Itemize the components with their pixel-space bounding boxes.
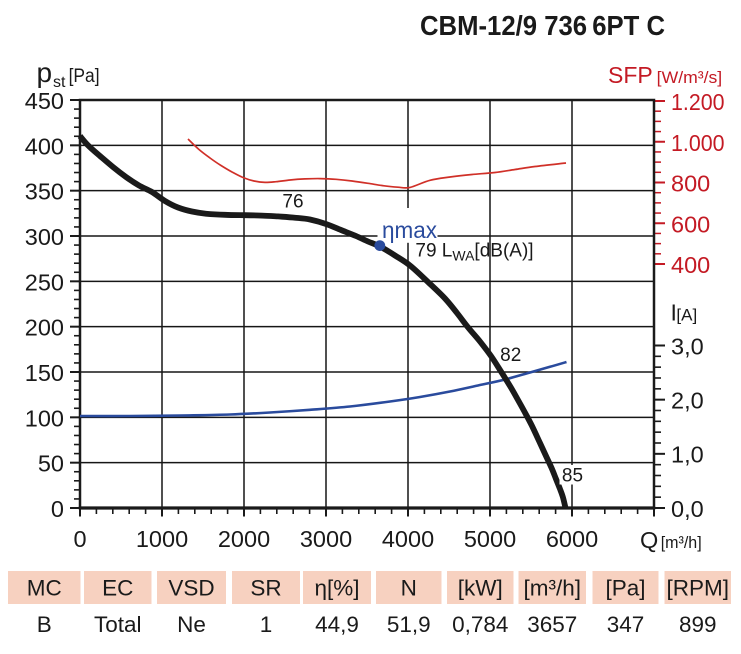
svg-text:I: I — [671, 300, 677, 326]
svg-text:0,0: 0,0 — [671, 496, 704, 522]
svg-text:51,9: 51,9 — [387, 612, 431, 637]
svg-text:0: 0 — [73, 526, 86, 552]
svg-text:1: 1 — [260, 612, 273, 637]
svg-text:SFP: SFP — [608, 62, 653, 88]
svg-text:899: 899 — [679, 612, 717, 637]
svg-text:Ne: Ne — [177, 612, 206, 637]
svg-text:[RPM]: [RPM] — [666, 576, 729, 601]
svg-text:EC: EC — [102, 576, 133, 601]
svg-text:5000: 5000 — [464, 526, 516, 552]
svg-text:3657: 3657 — [527, 612, 577, 637]
svg-text:82: 82 — [500, 345, 521, 366]
svg-text:76: 76 — [282, 192, 303, 213]
svg-text:1.000: 1.000 — [671, 130, 725, 156]
svg-text:η[%]: η[%] — [314, 576, 359, 601]
svg-text:1.200: 1.200 — [671, 89, 725, 115]
svg-text:300: 300 — [25, 224, 64, 250]
svg-text:[A]: [A] — [676, 306, 697, 325]
svg-text:600: 600 — [671, 211, 710, 237]
svg-text:400: 400 — [25, 133, 64, 159]
svg-text:[Pa]: [Pa] — [605, 576, 645, 601]
svg-text:50: 50 — [38, 451, 64, 477]
svg-text:4000: 4000 — [382, 526, 434, 552]
svg-text:B: B — [37, 612, 52, 637]
svg-text:250: 250 — [25, 269, 64, 295]
svg-text:ηmax: ηmax — [382, 217, 437, 243]
svg-text:[m³/h]: [m³/h] — [523, 576, 581, 601]
svg-text:SR: SR — [250, 576, 281, 601]
svg-text:0: 0 — [51, 496, 64, 522]
svg-text:[Pa]: [Pa] — [69, 66, 100, 87]
svg-text:Q: Q — [640, 527, 658, 553]
svg-text:[kW]: [kW] — [458, 576, 503, 601]
svg-text:200: 200 — [25, 315, 64, 341]
svg-text:79 LWA[dB(A)]: 79 LWA[dB(A)] — [415, 241, 533, 264]
svg-text:2,0: 2,0 — [671, 387, 704, 413]
svg-text:N: N — [401, 576, 417, 601]
svg-text:44,9: 44,9 — [315, 612, 359, 637]
svg-text:2000: 2000 — [218, 526, 270, 552]
svg-text:CBM-12/9 736 6PT C: CBM-12/9 736 6PT C — [420, 10, 665, 41]
svg-text:[m³/h]: [m³/h] — [661, 534, 702, 552]
svg-text:450: 450 — [25, 88, 64, 114]
svg-text:400: 400 — [671, 252, 710, 278]
svg-text:100: 100 — [25, 405, 64, 431]
svg-text:3000: 3000 — [300, 526, 352, 552]
svg-text:VSD: VSD — [168, 576, 214, 601]
svg-text:800: 800 — [671, 171, 710, 197]
svg-text:0,784: 0,784 — [452, 612, 508, 637]
svg-text:6000: 6000 — [546, 526, 598, 552]
svg-text:MC: MC — [27, 576, 62, 601]
svg-text:150: 150 — [25, 360, 64, 386]
svg-text:st: st — [53, 74, 66, 91]
svg-text:p: p — [37, 57, 53, 88]
svg-text:347: 347 — [607, 612, 645, 637]
svg-text:[W/m³/s]: [W/m³/s] — [657, 69, 723, 87]
svg-text:85: 85 — [562, 466, 583, 487]
svg-text:350: 350 — [25, 179, 64, 205]
svg-text:1,0: 1,0 — [671, 442, 704, 468]
svg-text:1000: 1000 — [136, 526, 188, 552]
svg-text:3,0: 3,0 — [671, 333, 704, 359]
svg-text:Total: Total — [94, 612, 142, 637]
